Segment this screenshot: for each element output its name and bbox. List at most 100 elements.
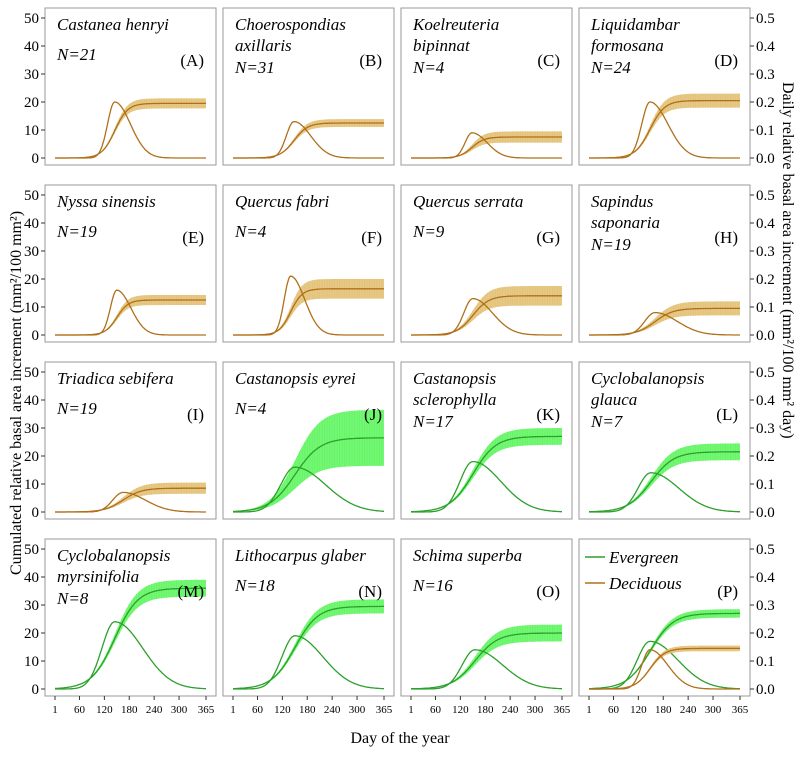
x-tick-label: 300 xyxy=(349,704,366,716)
sample-size: N=4 xyxy=(234,222,267,241)
y-right-tick-label: 0.4 xyxy=(756,570,775,586)
panel-p xyxy=(578,538,754,700)
y-right-tick-label: 0.3 xyxy=(756,67,775,83)
y-right-tick-label: 0.3 xyxy=(756,244,775,260)
y-right-tick-label: 0.3 xyxy=(756,598,775,614)
sample-size: N=24 xyxy=(590,58,631,77)
y-left-tick-label: 40 xyxy=(24,216,39,232)
y-left-tick-label: 50 xyxy=(24,542,39,558)
daily-rate-line-deciduous xyxy=(589,101,740,159)
x-tick-label: 365 xyxy=(198,704,215,716)
panel-j xyxy=(222,361,395,520)
sample-size: N=18 xyxy=(234,576,275,595)
panel-label: (N) xyxy=(358,582,382,601)
y-left-tick-label: 30 xyxy=(24,244,39,260)
panel-label: (L) xyxy=(716,405,738,424)
x-tick-label: 240 xyxy=(680,704,697,716)
panel-frame xyxy=(222,538,395,697)
panel-i xyxy=(41,361,217,520)
x-tick-label: 180 xyxy=(477,704,494,716)
panel-label: (P) xyxy=(717,582,738,601)
y-left-tick-label: 50 xyxy=(24,365,39,381)
y-left-tick-label: 10 xyxy=(24,300,39,316)
y-left-tick-label: 40 xyxy=(24,39,39,55)
panel-g xyxy=(400,184,573,343)
x-tick-label: 240 xyxy=(324,704,341,716)
y-right-tick-label: 0.2 xyxy=(756,95,775,111)
daily-rate-line-deciduous xyxy=(55,491,206,513)
y-right-tick-label: 0.5 xyxy=(756,542,775,558)
sample-size: N=19 xyxy=(590,235,631,254)
x-tick-label: 240 xyxy=(502,704,519,716)
y-right-tick-label: 0.4 xyxy=(756,39,775,55)
confidence-band-deciduous xyxy=(55,295,206,335)
panel-frame xyxy=(44,538,217,697)
x-tick-label: 60 xyxy=(430,704,442,716)
y-right-tick-label: 0.0 xyxy=(756,328,775,344)
species-name: Quercus serrata xyxy=(413,192,523,211)
panel-label: (J) xyxy=(364,405,382,424)
y-right-tick-label: 0.4 xyxy=(756,216,775,232)
x-tick-label: 300 xyxy=(527,704,544,716)
panel-e xyxy=(41,184,217,343)
species-name: saponaria xyxy=(591,213,660,232)
panel-frame xyxy=(400,361,573,520)
panel-frame xyxy=(400,184,573,343)
y-left-tick-label: 30 xyxy=(24,67,39,83)
cumulative-line-evergreen xyxy=(233,437,384,513)
y-left-tick-label: 0 xyxy=(32,682,40,698)
daily-rate-line-deciduous xyxy=(589,311,740,336)
cumulative-line-evergreen xyxy=(410,632,562,690)
y-axis-right-label: Daily relative basal area increment (mm²… xyxy=(779,82,796,439)
x-tick-label: 1 xyxy=(408,704,414,716)
y-left-tick-label: 20 xyxy=(24,272,39,288)
confidence-band-deciduous xyxy=(233,279,384,335)
y-left-tick-label: 50 xyxy=(24,11,39,27)
species-name: Sapindus xyxy=(591,192,654,211)
confidence-band-deciduous xyxy=(589,301,740,335)
panel-label: (E) xyxy=(182,228,204,247)
y-right-tick-label: 0.0 xyxy=(756,505,775,521)
y-right-tick-label: 0.2 xyxy=(756,272,775,288)
y-right-tick-label: 0.4 xyxy=(756,393,775,409)
daily-rate-line-evergreen xyxy=(233,466,384,513)
y-left-tick-label: 10 xyxy=(24,123,39,139)
confidence-band-deciduous xyxy=(55,482,206,512)
daily-rate-line-deciduous xyxy=(411,297,562,336)
panel-label: (F) xyxy=(361,228,382,247)
species-name: Liquidambar xyxy=(590,15,680,34)
sample-size: N=21 xyxy=(56,45,97,64)
panel-frame xyxy=(222,7,395,166)
y-left-tick-label: 20 xyxy=(24,95,39,111)
panel-label: (B) xyxy=(359,51,382,70)
species-name: Castanopsis eyrei xyxy=(235,369,356,388)
x-tick-label: 120 xyxy=(96,704,113,716)
x-tick-label: 365 xyxy=(732,704,749,716)
daily-rate-line-evergreen xyxy=(589,472,741,513)
panel-frame xyxy=(400,538,573,697)
sample-size: N=4 xyxy=(412,58,445,77)
y-right-tick-label: 0.1 xyxy=(756,654,775,670)
y-left-tick-label: 10 xyxy=(24,654,39,670)
daily-rate-line-evergreen xyxy=(55,621,207,690)
panel-m xyxy=(41,538,217,700)
cumulative-line-evergreen xyxy=(55,587,206,690)
daily-rate-line-deciduous xyxy=(411,132,562,159)
species-name: Cyclobalanopsis xyxy=(57,546,171,565)
panel-frame xyxy=(578,7,751,166)
confidence-band-evergreen xyxy=(233,599,384,689)
y-right-tick-label: 0.5 xyxy=(756,365,775,381)
panel-label: (O) xyxy=(536,582,560,601)
sample-size: N=9 xyxy=(412,222,445,241)
daily-rate-line-evergreen xyxy=(411,649,562,690)
y-right-tick-label: 0.1 xyxy=(756,123,775,139)
confidence-band-deciduous xyxy=(411,131,562,158)
species-name: Triadica sebifera xyxy=(57,369,174,388)
daily-rate-line-evergreen xyxy=(411,460,562,513)
confidence-band-evergreen xyxy=(55,579,206,689)
legend-label-deciduous: Deciduous xyxy=(608,574,682,593)
species-name: bipinnat xyxy=(413,36,471,55)
cumulative-line-evergreen xyxy=(589,451,740,513)
panel-n xyxy=(222,538,395,700)
